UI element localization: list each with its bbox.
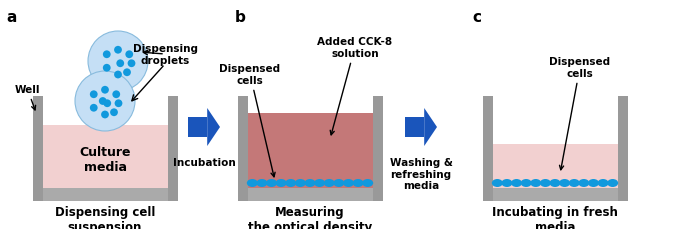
Ellipse shape (559, 179, 570, 187)
Ellipse shape (334, 179, 345, 187)
Ellipse shape (343, 179, 354, 187)
Text: a: a (6, 10, 16, 25)
Ellipse shape (266, 179, 277, 187)
Ellipse shape (101, 87, 109, 94)
Text: b: b (235, 10, 246, 25)
Bar (32, 97, 42, 201)
Text: Culture
media: Culture media (79, 145, 131, 173)
Ellipse shape (247, 179, 258, 187)
Ellipse shape (99, 98, 107, 105)
Text: Measuring
the optical density: Measuring the optical density (248, 205, 372, 229)
Ellipse shape (578, 179, 589, 187)
Ellipse shape (75, 72, 135, 131)
Bar (405, 118, 424, 137)
Text: Dispensing
droplets: Dispensing droplets (132, 44, 197, 65)
Ellipse shape (125, 51, 133, 59)
Ellipse shape (90, 104, 98, 112)
Ellipse shape (492, 179, 503, 187)
Ellipse shape (112, 91, 120, 99)
Bar (482, 188, 627, 201)
Ellipse shape (521, 179, 532, 187)
Bar (238, 188, 382, 201)
Text: Dispensed
cells: Dispensed cells (549, 57, 610, 170)
Ellipse shape (127, 60, 136, 68)
Bar (617, 97, 627, 201)
Ellipse shape (103, 65, 111, 72)
Ellipse shape (103, 51, 111, 59)
Ellipse shape (607, 179, 618, 187)
Bar (168, 97, 177, 201)
Ellipse shape (324, 179, 335, 187)
Ellipse shape (101, 111, 109, 119)
Ellipse shape (90, 91, 98, 99)
Text: Incubation: Incubation (173, 157, 236, 167)
Ellipse shape (511, 179, 522, 187)
Bar (238, 97, 247, 201)
Text: c: c (472, 10, 481, 25)
Polygon shape (424, 109, 437, 146)
Bar (42, 126, 168, 188)
Ellipse shape (285, 179, 297, 187)
Ellipse shape (110, 109, 118, 117)
Text: Dispensing cell
suspension: Dispensing cell suspension (55, 205, 155, 229)
Bar (493, 144, 617, 188)
Ellipse shape (256, 179, 267, 187)
Ellipse shape (540, 179, 551, 187)
Ellipse shape (123, 69, 131, 77)
Ellipse shape (501, 179, 512, 187)
Polygon shape (207, 109, 220, 146)
Ellipse shape (114, 100, 123, 108)
Ellipse shape (530, 179, 541, 187)
Text: Dispensed
cells: Dispensed cells (219, 64, 281, 177)
Ellipse shape (305, 179, 316, 187)
Text: Washing &
refreshing
media: Washing & refreshing media (390, 157, 452, 190)
Ellipse shape (116, 60, 124, 68)
Bar (482, 97, 493, 201)
Ellipse shape (549, 179, 560, 187)
Ellipse shape (88, 32, 148, 92)
Ellipse shape (275, 179, 286, 187)
Bar (373, 97, 382, 201)
Ellipse shape (114, 71, 122, 79)
Ellipse shape (569, 179, 580, 187)
Ellipse shape (362, 179, 373, 187)
Bar (188, 118, 207, 137)
Ellipse shape (314, 179, 325, 187)
Ellipse shape (295, 179, 306, 187)
Ellipse shape (597, 179, 608, 187)
Bar (32, 188, 177, 201)
Text: Added CCK-8
solution: Added CCK-8 solution (317, 37, 393, 135)
Ellipse shape (353, 179, 364, 187)
Ellipse shape (114, 47, 122, 55)
Bar (247, 113, 373, 188)
Ellipse shape (588, 179, 599, 187)
Ellipse shape (103, 100, 111, 108)
Text: Incubating in fresh
media: Incubating in fresh media (492, 205, 618, 229)
Text: Well: Well (15, 85, 40, 110)
